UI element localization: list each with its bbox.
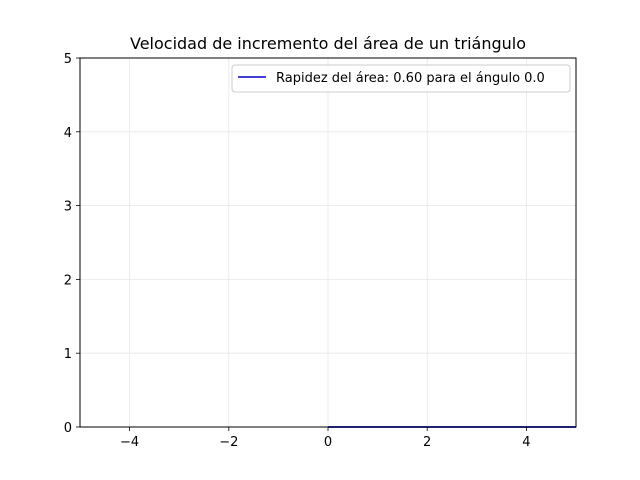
y-tick-label: 2 — [64, 273, 72, 288]
legend-label: Rapidez del área: 0.60 para el ángulo 0.… — [276, 71, 545, 86]
x-tick-label: 0 — [324, 435, 332, 450]
x-tick-label: −4 — [120, 435, 139, 450]
legend-box — [231, 64, 571, 93]
x-tick-label: −2 — [219, 435, 238, 450]
y-tick-label: 1 — [64, 347, 72, 362]
x-tick-label: 4 — [522, 435, 530, 450]
legend: Rapidez del área: 0.60 para el ángulo 0.… — [231, 64, 571, 93]
y-tick-label: 4 — [64, 126, 72, 141]
x-tick-label: 2 — [423, 435, 431, 450]
x-axis: −4 −2 0 2 4 — [120, 427, 531, 450]
y-axis: 0 1 2 3 4 5 — [64, 52, 80, 436]
y-tick-label: 0 — [64, 421, 72, 436]
chart-title: Velocidad de incremento del área de un t… — [130, 34, 526, 53]
y-tick-label: 3 — [64, 200, 72, 215]
y-tick-label: 5 — [64, 52, 72, 67]
